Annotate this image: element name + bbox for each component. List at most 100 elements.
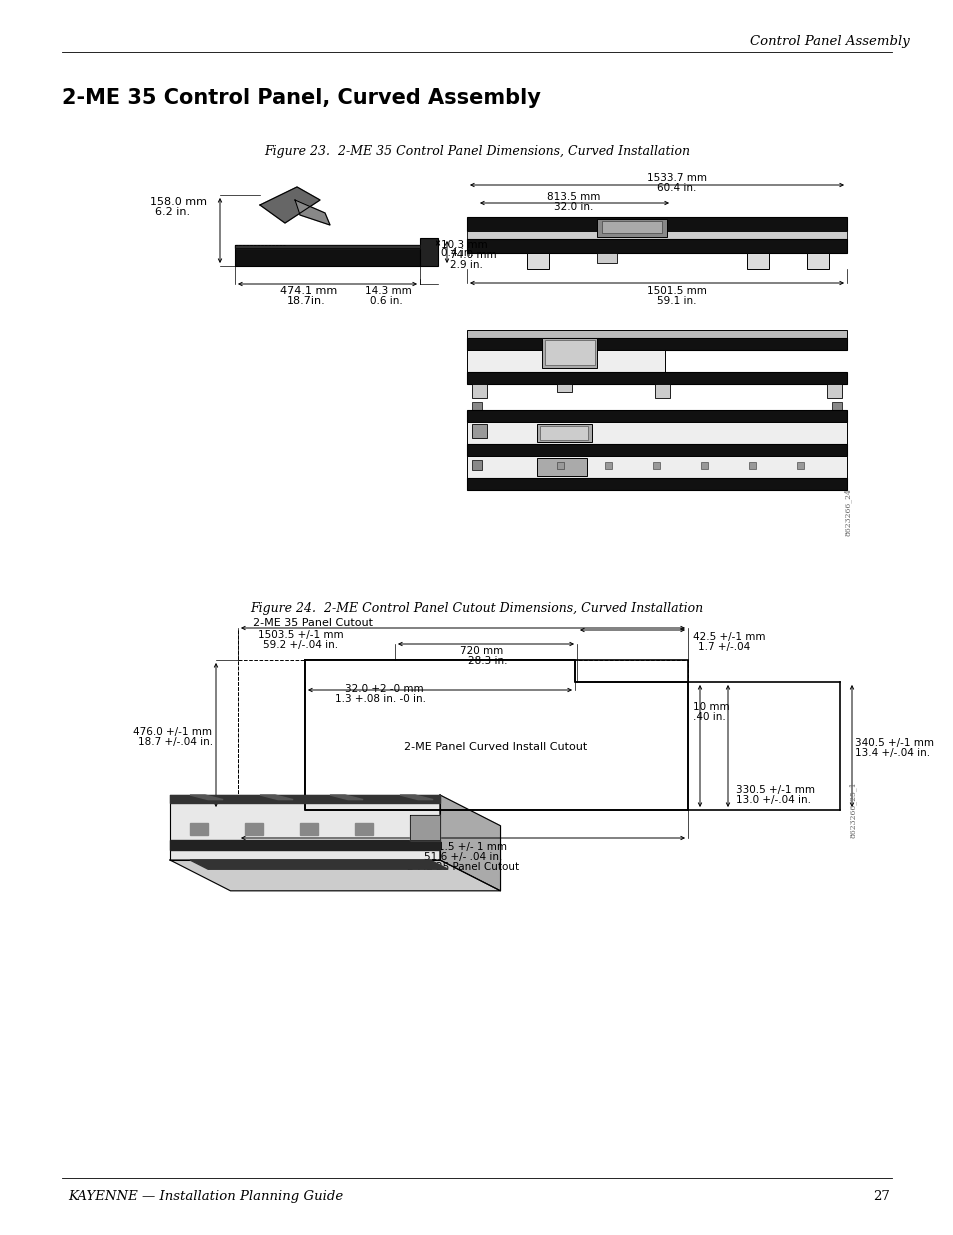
Text: 13.4 +/-.04 in.: 13.4 +/-.04 in.	[854, 748, 929, 758]
Bar	[597, 219, 666, 237]
Text: 13.0 +/-.04 in.: 13.0 +/-.04 in.	[735, 795, 810, 805]
Text: 1311.5 +/- 1 mm: 1311.5 +/- 1 mm	[418, 842, 507, 852]
Text: 42.5 +/-1 mm: 42.5 +/-1 mm	[692, 632, 764, 642]
Bar	[467, 456, 846, 478]
Bar	[604, 462, 612, 469]
Text: 2-ME 35 Panel Cutout: 2-ME 35 Panel Cutout	[253, 618, 373, 629]
Bar	[700, 462, 707, 469]
Bar	[467, 422, 846, 445]
Text: 474.1 mm: 474.1 mm	[280, 287, 337, 296]
Text: Control Panel Assembly: Control Panel Assembly	[749, 35, 909, 48]
Bar	[467, 217, 846, 231]
Bar	[467, 445, 846, 456]
Bar	[557, 384, 572, 391]
Bar	[472, 459, 481, 471]
Bar	[748, 462, 755, 469]
Polygon shape	[190, 823, 208, 835]
Text: 8623266_25_1: 8623266_25_1	[848, 782, 856, 839]
Bar	[234, 248, 419, 266]
Polygon shape	[294, 200, 330, 225]
Text: 2-ME 25 Panel Cutout: 2-ME 25 Panel Cutout	[407, 862, 518, 872]
Polygon shape	[399, 795, 433, 799]
Text: 1.7 +/-.04: 1.7 +/-.04	[698, 642, 749, 652]
Polygon shape	[260, 795, 293, 799]
Bar	[467, 240, 846, 253]
Text: .40 in.: .40 in.	[692, 713, 725, 722]
Bar	[544, 340, 595, 366]
Text: 10 mm: 10 mm	[692, 701, 729, 713]
Bar	[305, 659, 687, 810]
Bar	[237, 659, 687, 810]
Text: 813.5 mm: 813.5 mm	[547, 191, 600, 203]
Polygon shape	[245, 823, 263, 835]
Bar	[472, 384, 486, 398]
Text: 2-ME 35 Control Panel, Curved Assembly: 2-ME 35 Control Panel, Curved Assembly	[62, 88, 540, 107]
Bar	[539, 426, 587, 440]
Text: 330.5 +/-1 mm: 330.5 +/-1 mm	[735, 785, 814, 795]
Polygon shape	[170, 840, 439, 850]
Polygon shape	[330, 795, 363, 799]
Text: 27: 27	[872, 1191, 889, 1203]
Text: 1503.5 +/-1 mm: 1503.5 +/-1 mm	[257, 630, 343, 640]
Text: 32.0 in.: 32.0 in.	[554, 203, 593, 212]
Polygon shape	[305, 659, 687, 810]
Text: Figure 24.  2-ME Control Panel Cutout Dimensions, Curved Installation: Figure 24. 2-ME Control Panel Cutout Dim…	[251, 601, 702, 615]
Text: 1.3 +.08 in. -0 in.: 1.3 +.08 in. -0 in.	[335, 694, 426, 704]
Bar	[806, 253, 828, 269]
Bar	[654, 384, 669, 398]
Text: 59.2 +/-.04 in.: 59.2 +/-.04 in.	[263, 640, 337, 650]
Bar	[467, 372, 846, 384]
Text: 51.6 +/- .04 in.: 51.6 +/- .04 in.	[423, 852, 501, 862]
Bar	[537, 458, 586, 475]
Text: 2-ME Panel Curved Install Cutout: 2-ME Panel Curved Install Cutout	[404, 742, 587, 752]
Bar	[652, 462, 659, 469]
Text: 720 mm: 720 mm	[459, 646, 503, 656]
Text: 6.2 in.: 6.2 in.	[154, 207, 190, 217]
Polygon shape	[170, 860, 500, 890]
Polygon shape	[355, 823, 373, 835]
Bar	[467, 330, 846, 338]
Polygon shape	[439, 795, 500, 890]
Text: 28.3 in.: 28.3 in.	[468, 656, 507, 666]
Text: 2.9 in.: 2.9 in.	[450, 261, 482, 270]
Bar	[526, 253, 548, 269]
Polygon shape	[190, 860, 448, 869]
Polygon shape	[299, 823, 317, 835]
Bar	[467, 350, 664, 372]
Text: KAYENNE — Installation Planning Guide: KAYENNE — Installation Planning Guide	[68, 1191, 343, 1203]
Bar	[796, 462, 803, 469]
Text: 1533.7 mm: 1533.7 mm	[646, 173, 706, 183]
Bar	[746, 253, 768, 269]
Bar	[541, 338, 597, 368]
Bar	[467, 231, 846, 240]
Polygon shape	[260, 186, 319, 224]
Bar	[467, 338, 846, 350]
Bar	[826, 384, 841, 398]
Text: 476.0 +/-1 mm: 476.0 +/-1 mm	[132, 727, 212, 737]
Text: 0.4 in.: 0.4 in.	[440, 248, 474, 258]
Bar	[467, 410, 846, 422]
Text: 1501.5 mm: 1501.5 mm	[646, 287, 706, 296]
Bar	[597, 253, 617, 263]
Bar	[419, 238, 437, 266]
Text: Figure 23.  2-ME 35 Control Panel Dimensions, Curved Installation: Figure 23. 2-ME 35 Control Panel Dimensi…	[264, 144, 689, 158]
Text: 59.1 in.: 59.1 in.	[657, 296, 696, 306]
Polygon shape	[190, 795, 223, 799]
Text: 8623266_24: 8623266_24	[843, 488, 851, 536]
Bar	[601, 221, 661, 233]
Bar	[472, 403, 481, 410]
Text: 18.7in.: 18.7in.	[287, 296, 325, 306]
Bar	[467, 478, 846, 490]
Bar	[537, 424, 592, 442]
Text: 0.6 in.: 0.6 in.	[370, 296, 402, 306]
Polygon shape	[170, 795, 439, 803]
Bar	[831, 403, 841, 410]
Text: 32.0 +2 -0 mm: 32.0 +2 -0 mm	[345, 684, 423, 694]
Text: 74.0 mm: 74.0 mm	[450, 249, 497, 261]
Text: 60.4 in.: 60.4 in.	[657, 183, 696, 193]
Text: 10.3 mm: 10.3 mm	[440, 240, 487, 249]
Text: 340.5 +/-1 mm: 340.5 +/-1 mm	[854, 739, 933, 748]
Polygon shape	[410, 815, 439, 840]
Polygon shape	[234, 245, 419, 248]
Text: 14.3 mm: 14.3 mm	[365, 287, 412, 296]
